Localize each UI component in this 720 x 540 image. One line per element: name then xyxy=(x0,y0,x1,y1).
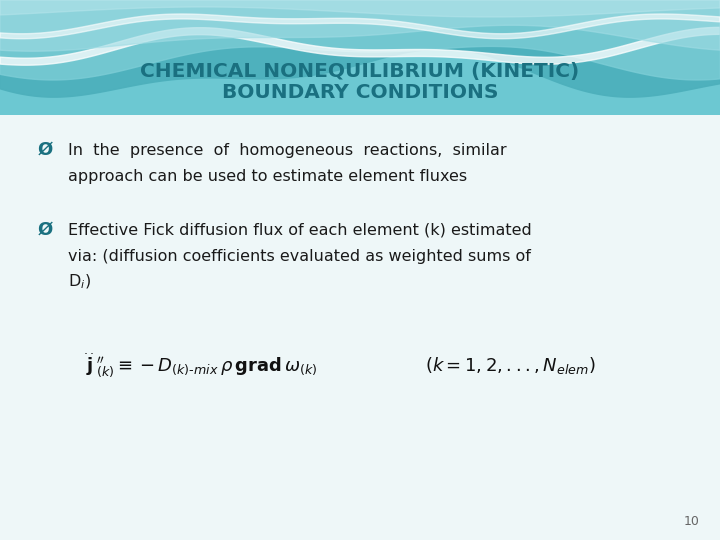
Text: via: (diffusion coefficients evaluated as weighted sums of: via: (diffusion coefficients evaluated a… xyxy=(68,248,531,264)
Text: D$_i$): D$_i$) xyxy=(68,273,91,291)
Text: Ø: Ø xyxy=(38,221,53,239)
Text: BOUNDARY CONDITIONS: BOUNDARY CONDITIONS xyxy=(222,84,498,103)
Text: 10: 10 xyxy=(684,515,700,528)
Text: approach can be used to estimate element fluxes: approach can be used to estimate element… xyxy=(68,168,467,184)
Bar xyxy=(0,0,720,115)
Text: Effective Fick diffusion flux of each element (k) estimated: Effective Fick diffusion flux of each el… xyxy=(68,222,532,238)
Text: In  the  presence  of  homogeneous  reactions,  similar: In the presence of homogeneous reactions… xyxy=(68,143,507,158)
Text: $\overset{..}{\mathbf{j}}{}^{\prime\prime}_{(k)}\equiv -D_{(k)\text{-}mix}\,\rho: $\overset{..}{\mathbf{j}}{}^{\prime\prim… xyxy=(83,350,317,380)
Text: Ø: Ø xyxy=(38,141,53,159)
Text: CHEMICAL NONEQUILIBRIUM (KINETIC): CHEMICAL NONEQUILIBRIUM (KINETIC) xyxy=(140,63,580,82)
Text: $\left(k=1,2,...,N_{elem}\right)$: $\left(k=1,2,...,N_{elem}\right)$ xyxy=(425,354,595,375)
